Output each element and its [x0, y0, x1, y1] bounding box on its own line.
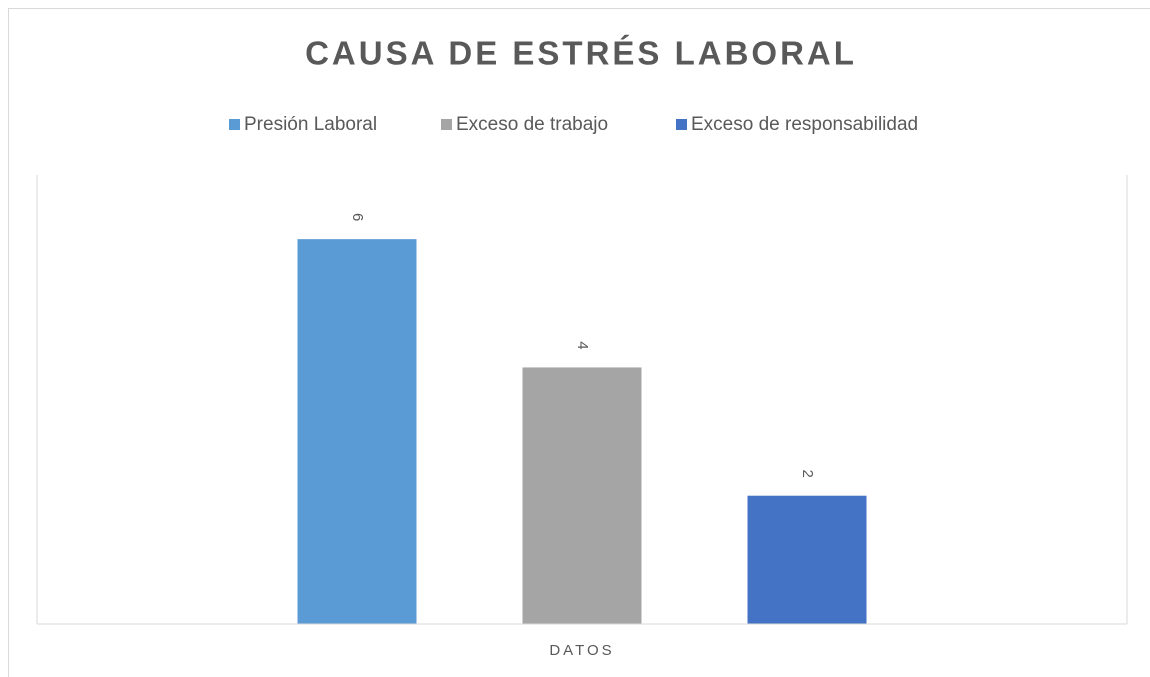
data-label: 2 — [799, 470, 816, 478]
legend-swatch — [441, 119, 452, 130]
chart-title: CAUSA DE ESTRÉS LABORAL — [305, 35, 857, 72]
legend-label: Exceso de trabajo — [456, 114, 608, 135]
data-label: 4 — [574, 341, 591, 349]
bar — [297, 239, 417, 624]
bar — [747, 495, 867, 624]
legend-swatch — [676, 119, 687, 130]
legend-swatch — [229, 119, 240, 130]
legend-label: Presión Laboral — [244, 114, 377, 135]
data-label: 6 — [349, 213, 366, 221]
legend-label: Exceso de responsabilidad — [691, 114, 918, 135]
bar — [522, 367, 642, 624]
x-tick-label: DATOS — [549, 642, 614, 659]
